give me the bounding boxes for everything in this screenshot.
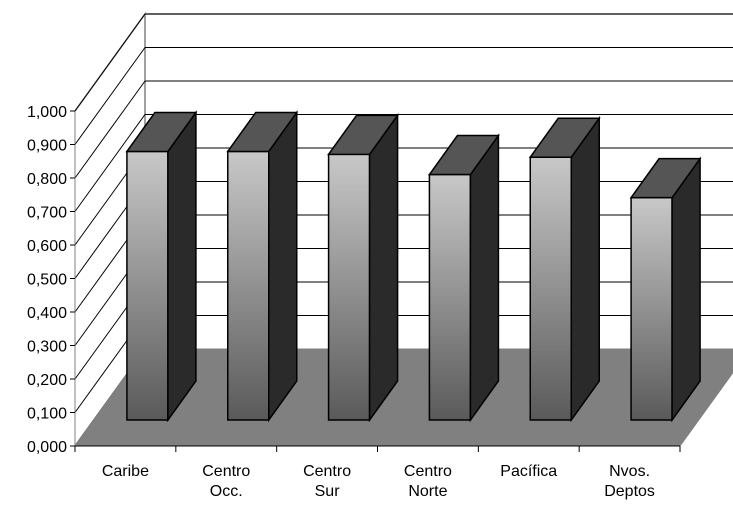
y-tick-label: 0,200 [27, 372, 67, 389]
x-category-label: Centro Occ. [202, 463, 250, 500]
x-category-label: Caribe [102, 463, 149, 480]
x-category-label-line: Deptos [604, 483, 655, 500]
bar-side [167, 110, 197, 423]
bar [629, 156, 702, 423]
x-category-label-line: Nvos. [609, 463, 650, 480]
bars [125, 110, 702, 423]
bar-top [528, 117, 601, 158]
bar-top [327, 114, 400, 156]
x-category-label-line: Pacífica [500, 463, 557, 480]
x-category-label-line: Norte [408, 483, 447, 500]
x-category-label: Pacífica [500, 463, 557, 480]
bar-front [428, 173, 472, 421]
bar-side [268, 110, 298, 423]
y-tick-label: 0,600 [27, 238, 67, 255]
x-category-label-line: Caribe [102, 463, 149, 480]
bar-front [327, 153, 371, 421]
bar-side [368, 113, 399, 423]
bar [327, 113, 400, 423]
bar [226, 110, 299, 423]
bar-side [671, 156, 701, 423]
bar-side [469, 133, 500, 423]
y-tick-label: 0,700 [27, 205, 67, 222]
bar [125, 110, 198, 423]
bar [427, 133, 500, 423]
x-category-label-line: Sur [315, 483, 341, 500]
gridline-side [74, 80, 146, 179]
gridline-side [74, 13, 146, 112]
bar-front [126, 150, 169, 421]
x-category-label-line: Occ. [210, 483, 243, 500]
bar-front [529, 156, 572, 421]
bar-top [427, 134, 500, 176]
x-category-label: Nvos. Deptos [604, 463, 655, 500]
bar-top [629, 157, 702, 199]
y-tick-label: 0,800 [27, 171, 67, 188]
y-tick-label: 0,100 [27, 406, 67, 423]
y-tick-label: 0,500 [27, 272, 67, 289]
x-category-label-line: Centro [303, 463, 351, 480]
x-category-label-line: Centro [404, 463, 452, 480]
y-axis-ticks: 0,000 0,100 0,200 0,300 0,400 0,500 0,600 0,700… [27, 104, 76, 456]
y-tick-label: 0,900 [27, 138, 67, 155]
bar-top [125, 111, 198, 153]
y-tick-label: 0,000 [27, 439, 67, 456]
bar-side [570, 115, 600, 423]
gridline-side [74, 47, 146, 145]
bar-front [630, 196, 673, 421]
y-tick-label: 0,300 [27, 339, 67, 356]
x-category-label-line: Centro [202, 463, 250, 480]
y-tick-label: 1,000 [27, 104, 67, 121]
gridline-side [74, 114, 146, 212]
x-category-label: Centro Sur [303, 463, 351, 500]
x-axis-labels: Caribe Centro Occ. Centro Sur Centro Norte Pací… [74, 446, 681, 500]
bar-top [226, 111, 299, 153]
bar [528, 115, 601, 423]
y-tick-label: 0,400 [27, 305, 67, 322]
x-category-label: Centro Norte [404, 463, 452, 500]
bar-front [227, 150, 270, 421]
